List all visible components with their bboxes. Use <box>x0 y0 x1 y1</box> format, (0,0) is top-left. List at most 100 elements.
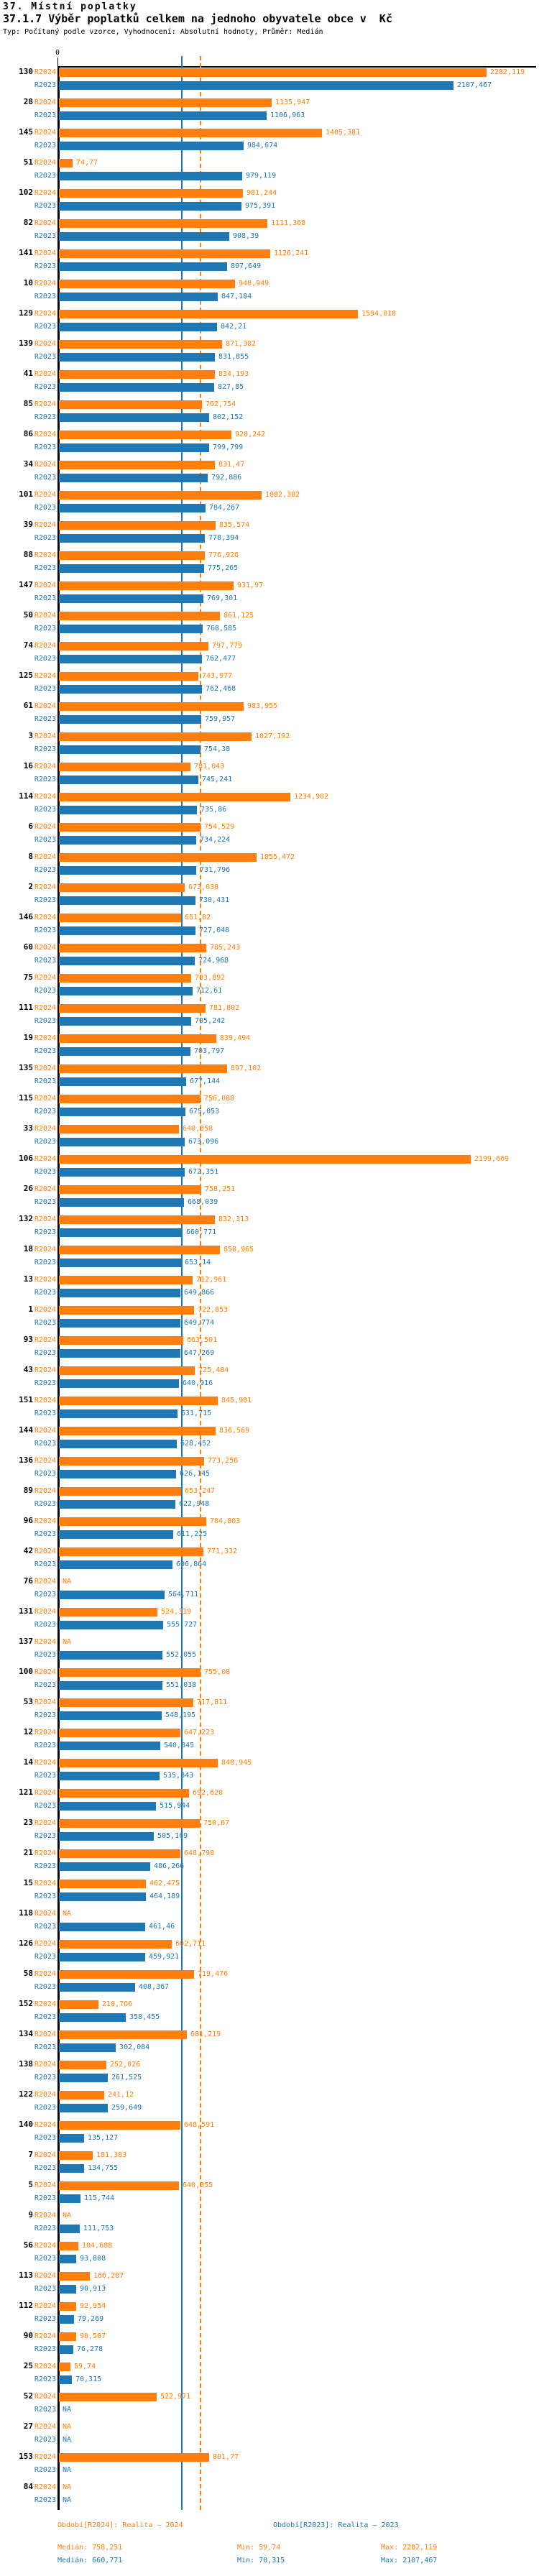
row-id-label: 2 <box>28 882 33 891</box>
series-label-r2024: R2024 <box>34 280 56 288</box>
series-label-r2023: R2023 <box>34 866 56 874</box>
value-label-r2024: 2199,669 <box>474 1155 510 1163</box>
series-label-r2024: R2024 <box>34 1970 56 1978</box>
value-label-r2024: 653,247 <box>185 1487 216 1495</box>
series-label-r2023: R2023 <box>34 745 56 753</box>
value-label-r2023: 673,096 <box>188 1138 219 1146</box>
bar-r2023 <box>59 262 227 271</box>
series-label-r2024: R2024 <box>34 823 56 831</box>
row-id-label: 134 <box>19 2029 33 2038</box>
row-id-label: 122 <box>19 2089 33 2099</box>
value-label-r2024: 717,811 <box>197 1698 228 1706</box>
row-id-label: 41 <box>23 369 33 378</box>
value-label-r2024: 719,476 <box>198 1970 229 1978</box>
value-label-r2024: 1405,381 <box>326 129 361 137</box>
series-label-r2023: R2023 <box>34 2013 56 2021</box>
series-label-r2023: R2023 <box>34 2074 56 2082</box>
value-label-r2023: 649,866 <box>184 1289 215 1297</box>
bar-r2023 <box>59 715 201 724</box>
value-label-r2023: 2107,467 <box>457 81 492 89</box>
series-label-r2024: R2024 <box>34 68 56 76</box>
row-id-label: 136 <box>19 1455 33 1465</box>
value-label-r2023: 647,269 <box>184 1349 215 1357</box>
value-label-r2024: 797,779 <box>212 642 243 650</box>
bar-r2023 <box>59 1772 160 1780</box>
series-label-r2024: R2024 <box>34 2423 56 2431</box>
bar-r2023 <box>59 293 218 301</box>
chart-meta: Typ: Počítaný podle vzorce, Vyhodnocení:… <box>3 28 323 36</box>
value-label-r2023: 712,61 <box>196 987 223 995</box>
row-id-label: 130 <box>19 67 33 76</box>
series-label-r2023: R2023 <box>34 2496 56 2504</box>
series-label-r2023: R2023 <box>34 323 56 331</box>
series-label-r2023: R2023 <box>34 1953 56 1961</box>
row-id-label: 74 <box>23 640 33 650</box>
series-label-r2023: R2023 <box>34 1681 56 1689</box>
value-label-r2024: 858,965 <box>224 1246 254 1254</box>
bar-r2024 <box>59 1517 206 1526</box>
row-id-label: 132 <box>19 1214 33 1223</box>
bar-r2023 <box>59 1560 172 1569</box>
value-label-r2023: 784,267 <box>209 504 240 512</box>
bar-r2024 <box>59 1306 194 1315</box>
series-label-r2024: R2024 <box>34 400 56 408</box>
bar-r2023 <box>59 1168 185 1177</box>
series-label-r2023: R2023 <box>34 2375 56 2383</box>
value-label-r2023: 769,301 <box>207 594 238 602</box>
row-id-label: 129 <box>19 308 33 318</box>
series-label-r2024: R2024 <box>34 1819 56 1827</box>
value-label-r2023: 79,269 <box>78 2315 104 2323</box>
row-id-label: 75 <box>23 972 33 982</box>
value-label-r2024: 981,244 <box>247 189 277 197</box>
bar-r2024 <box>59 1215 215 1224</box>
row-id-label: 146 <box>19 912 33 921</box>
bar-r2023 <box>59 1923 145 1931</box>
axis-top-line <box>57 66 536 68</box>
series-label-r2023: R2023 <box>34 2255 56 2263</box>
series-label-r2024: R2024 <box>34 159 56 167</box>
bar-r2023 <box>59 1470 176 1478</box>
bar-r2024 <box>59 672 198 681</box>
value-label-r2023: 734,224 <box>200 836 231 844</box>
bar-r2023 <box>59 1953 145 1961</box>
bar-r2024 <box>59 2091 104 2099</box>
bar-r2024 <box>59 1940 172 1949</box>
bar-r2023 <box>59 1440 177 1448</box>
series-label-r2023: R2023 <box>34 2285 56 2293</box>
median-line-r2024 <box>199 56 201 2510</box>
bar-r2023 <box>59 1983 135 1992</box>
bar-r2024 <box>59 219 267 228</box>
series-label-r2023: R2023 <box>34 836 56 844</box>
series-label-r2023: R2023 <box>34 987 56 995</box>
value-label-r2023: 535,843 <box>163 1772 194 1780</box>
value-label-r2024: 673,038 <box>188 883 219 891</box>
bar-r2023 <box>59 1621 163 1629</box>
bar-r2023 <box>59 1892 146 1901</box>
bar-r2024 <box>59 974 191 983</box>
value-label-r2024: 648,798 <box>184 1849 215 1857</box>
bar-r2024 <box>59 1819 200 1828</box>
row-id-label: 138 <box>19 2059 33 2069</box>
series-label-r2024: R2024 <box>34 1185 56 1193</box>
row-id-label: 84 <box>23 2482 33 2491</box>
series-label-r2024: R2024 <box>34 732 56 740</box>
row-id-label: 140 <box>19 2120 33 2129</box>
value-label-r2024: 897,102 <box>231 1064 262 1072</box>
series-label-r2023: R2023 <box>34 1832 56 1840</box>
na-label-r2024: NA <box>63 1578 72 1586</box>
value-label-r2024: 522,971 <box>160 2393 191 2401</box>
bar-r2023 <box>59 2074 108 2082</box>
value-label-r2023: 762,477 <box>206 655 236 663</box>
value-label-r2024: 831,47 <box>218 461 245 469</box>
bar-r2024 <box>59 521 216 530</box>
row-id-label: 137 <box>19 1637 33 1646</box>
series-label-r2024: R2024 <box>34 672 56 680</box>
value-label-r2024: 712,961 <box>196 1276 227 1284</box>
stat-min-r2023: Min: 70,315 <box>237 2557 285 2564</box>
value-label-r2023: 660,771 <box>186 1228 217 1236</box>
series-label-r2023: R2023 <box>34 806 56 814</box>
bar-r2023 <box>59 1681 162 1690</box>
series-label-r2024: R2024 <box>34 612 56 620</box>
value-label-r2023: 799,799 <box>213 443 244 451</box>
value-label-r2024: 252,026 <box>110 2061 141 2069</box>
